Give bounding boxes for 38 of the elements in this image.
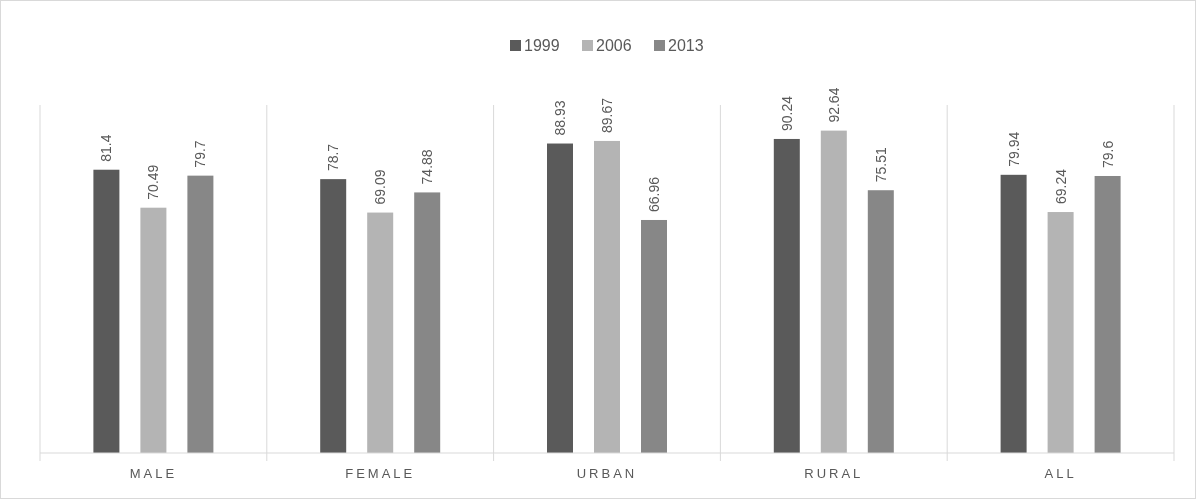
bar xyxy=(773,138,800,453)
data-label: 89.67 xyxy=(599,97,615,133)
data-label: 81.4 xyxy=(98,134,115,162)
data-label: 75.51 xyxy=(872,146,889,183)
data-label: 69.24 xyxy=(1052,168,1069,205)
data-label: 66.96 xyxy=(646,176,662,212)
legend-label: 2006 xyxy=(596,37,632,54)
data-label: 90.24 xyxy=(778,95,795,131)
bar xyxy=(320,179,347,453)
data-label: 70.49 xyxy=(145,164,162,200)
data-label: 79.94 xyxy=(1005,131,1022,167)
x-tick-label: URBAN xyxy=(576,466,638,481)
x-tick-label: RURAL xyxy=(804,466,864,481)
data-label: 79.6 xyxy=(1099,140,1116,168)
bar xyxy=(1094,175,1121,453)
bar xyxy=(187,175,214,453)
bar xyxy=(1047,212,1074,453)
bar xyxy=(93,169,120,453)
x-tick-label: ALL xyxy=(1044,466,1077,481)
data-label: 74.88 xyxy=(419,149,436,185)
bar xyxy=(547,143,573,453)
data-label: 92.64 xyxy=(825,87,842,123)
x-tick-label: MALE xyxy=(129,466,178,481)
data-label: 69.09 xyxy=(372,169,389,205)
bar xyxy=(367,212,394,453)
bar xyxy=(867,190,894,453)
data-label: 78.7 xyxy=(325,143,342,172)
x-tick-label: FEMALE xyxy=(345,466,416,481)
bar xyxy=(414,192,441,453)
bar xyxy=(1000,174,1027,453)
data-label: 79.7 xyxy=(192,140,209,168)
data-label: 88.93 xyxy=(552,100,568,136)
legend-label: 1999 xyxy=(524,37,560,54)
bar xyxy=(140,207,167,453)
bar xyxy=(820,130,847,453)
bar xyxy=(594,140,620,453)
bar xyxy=(641,219,667,453)
legend-label: 2013 xyxy=(668,37,704,54)
